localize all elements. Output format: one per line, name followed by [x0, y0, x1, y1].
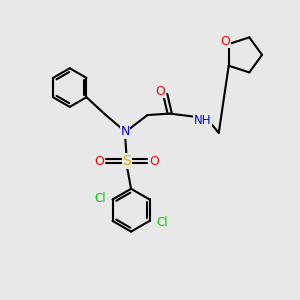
Text: O: O [149, 154, 159, 168]
Text: O: O [220, 34, 230, 48]
Text: NH: NH [194, 114, 211, 127]
Text: Cl: Cl [94, 191, 106, 205]
Text: Cl: Cl [156, 216, 168, 229]
Text: O: O [155, 85, 165, 98]
Text: O: O [94, 154, 104, 168]
Text: N: N [120, 125, 130, 138]
Text: S: S [122, 154, 131, 168]
